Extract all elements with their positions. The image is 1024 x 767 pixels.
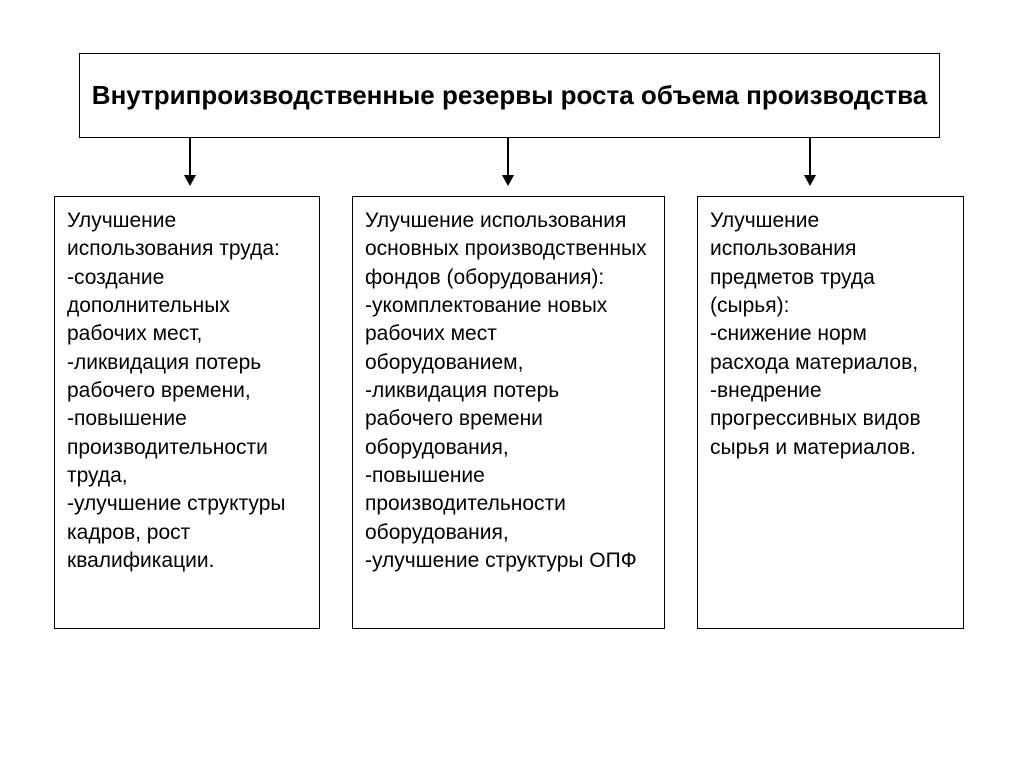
child-item: -ликвидация потерь рабочего времени обор…: [365, 377, 652, 462]
arrow-2: [497, 138, 519, 197]
child-item: -укомплектование новых рабочих мест обор…: [365, 292, 652, 377]
title-box: Внутрипроизводственные резервы роста объ…: [79, 53, 940, 138]
diagram-title: Внутрипроизводственные резервы роста объ…: [82, 72, 937, 119]
arrow-1: [179, 138, 201, 197]
child-item: -улучшение структуры ОПФ: [365, 547, 652, 575]
child-item: -создание дополнительных рабочих мест,: [67, 264, 307, 349]
child-intro: Улучшение использования предметов труда …: [710, 207, 951, 320]
child-item: -внедрение прогрессивных видов сырья и м…: [710, 377, 951, 462]
child-intro: Улучшение использования основных произво…: [365, 207, 652, 292]
arrow-3: [799, 138, 821, 197]
child-box-2: Улучшение использования основных произво…: [352, 196, 665, 629]
child-box-1: Улучшение использования труда:-создание …: [54, 196, 320, 629]
child-item: -ликвидация потерь рабочего времени,: [67, 349, 307, 406]
child-item: -снижение норм расхода материалов,: [710, 320, 951, 377]
child-intro: Улучшение использования труда:: [67, 207, 307, 264]
child-box-3: Улучшение использования предметов труда …: [697, 196, 964, 629]
child-item: -улучшение структуры кадров, рост квалиф…: [67, 490, 307, 575]
child-item: -повышение производительности труда,: [67, 405, 307, 490]
child-item: -повышение производительности оборудован…: [365, 462, 652, 547]
